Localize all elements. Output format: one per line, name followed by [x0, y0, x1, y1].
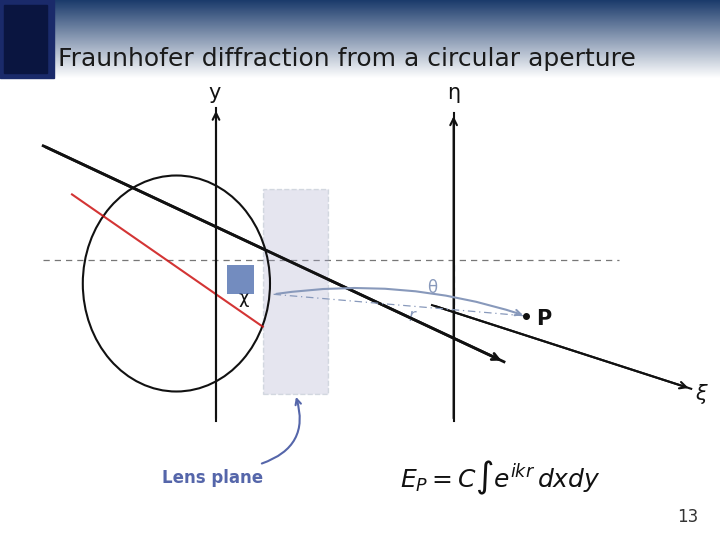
Text: Lens plane: Lens plane [162, 469, 263, 487]
Text: Fraunhofer diffraction from a circular aperture: Fraunhofer diffraction from a circular a… [58, 48, 636, 71]
Text: χ: χ [238, 289, 248, 307]
Text: 13: 13 [677, 509, 698, 526]
Text: θ: θ [427, 279, 437, 297]
Text: y: y [208, 83, 221, 103]
Text: ξ: ξ [695, 384, 706, 404]
Text: P: P [536, 308, 552, 329]
Text: η: η [447, 83, 460, 103]
Text: r: r [408, 307, 415, 326]
Bar [0, 0, 54, 78]
Text: $E_P = C\int e^{ikr}\, dxdy$: $E_P = C\int e^{ikr}\, dxdy$ [400, 459, 600, 497]
Bar [4, 5, 47, 73]
Bar [263, 189, 328, 394]
Bar [227, 265, 254, 294]
